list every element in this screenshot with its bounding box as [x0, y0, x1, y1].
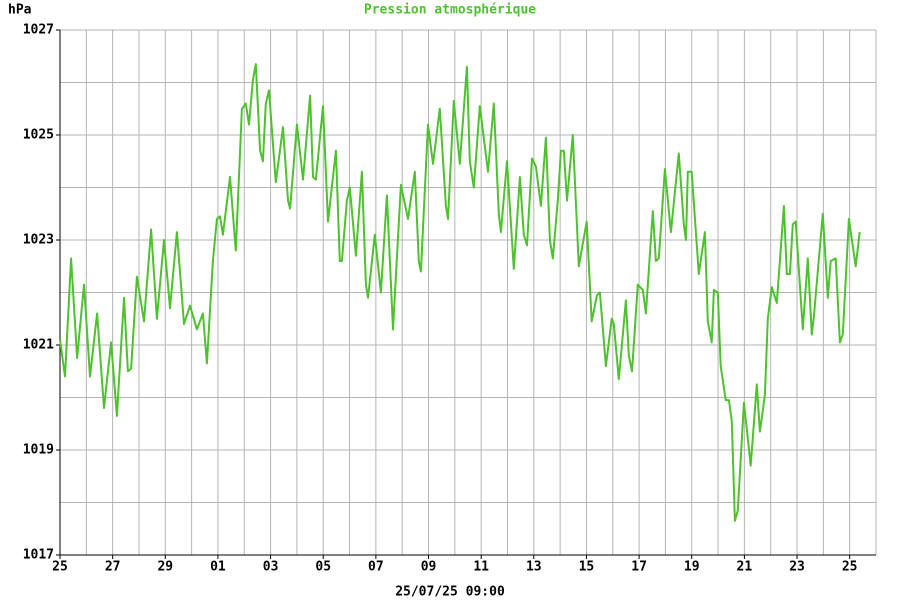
- x-tick-label: 01: [210, 560, 226, 575]
- x-tick-label: 25: [52, 560, 68, 575]
- y-tick-label: 1027: [23, 23, 54, 38]
- x-axis-label: 25/07/25 09:00: [395, 585, 505, 600]
- x-tick-label: 11: [473, 560, 489, 575]
- y-tick-label: 1025: [23, 128, 54, 143]
- x-tick-label: 27: [105, 560, 121, 575]
- x-tick-label: 21: [737, 560, 753, 575]
- y-tick-label: 1019: [23, 443, 54, 458]
- x-tick-label: 03: [263, 560, 279, 575]
- y-tick-label: 1017: [23, 548, 54, 563]
- x-tick-label: 19: [684, 560, 700, 575]
- y-tick-label: 1021: [23, 338, 54, 353]
- x-tick-label: 17: [631, 560, 647, 575]
- series-line: [59, 63, 861, 522]
- y-tick-label: 1023: [23, 233, 54, 248]
- x-tick-label: 05: [315, 560, 331, 575]
- x-tick-label: 13: [526, 560, 542, 575]
- x-tick-label: 25: [842, 560, 858, 575]
- x-tick-label: 23: [789, 560, 805, 575]
- x-tick-label: 07: [368, 560, 384, 575]
- x-tick-label: 29: [157, 560, 173, 575]
- x-tick-label: 15: [579, 560, 595, 575]
- chart-title: Pression atmosphérique: [364, 3, 536, 18]
- x-tick-label: 09: [421, 560, 437, 575]
- y-axis-label: hPa: [8, 3, 32, 18]
